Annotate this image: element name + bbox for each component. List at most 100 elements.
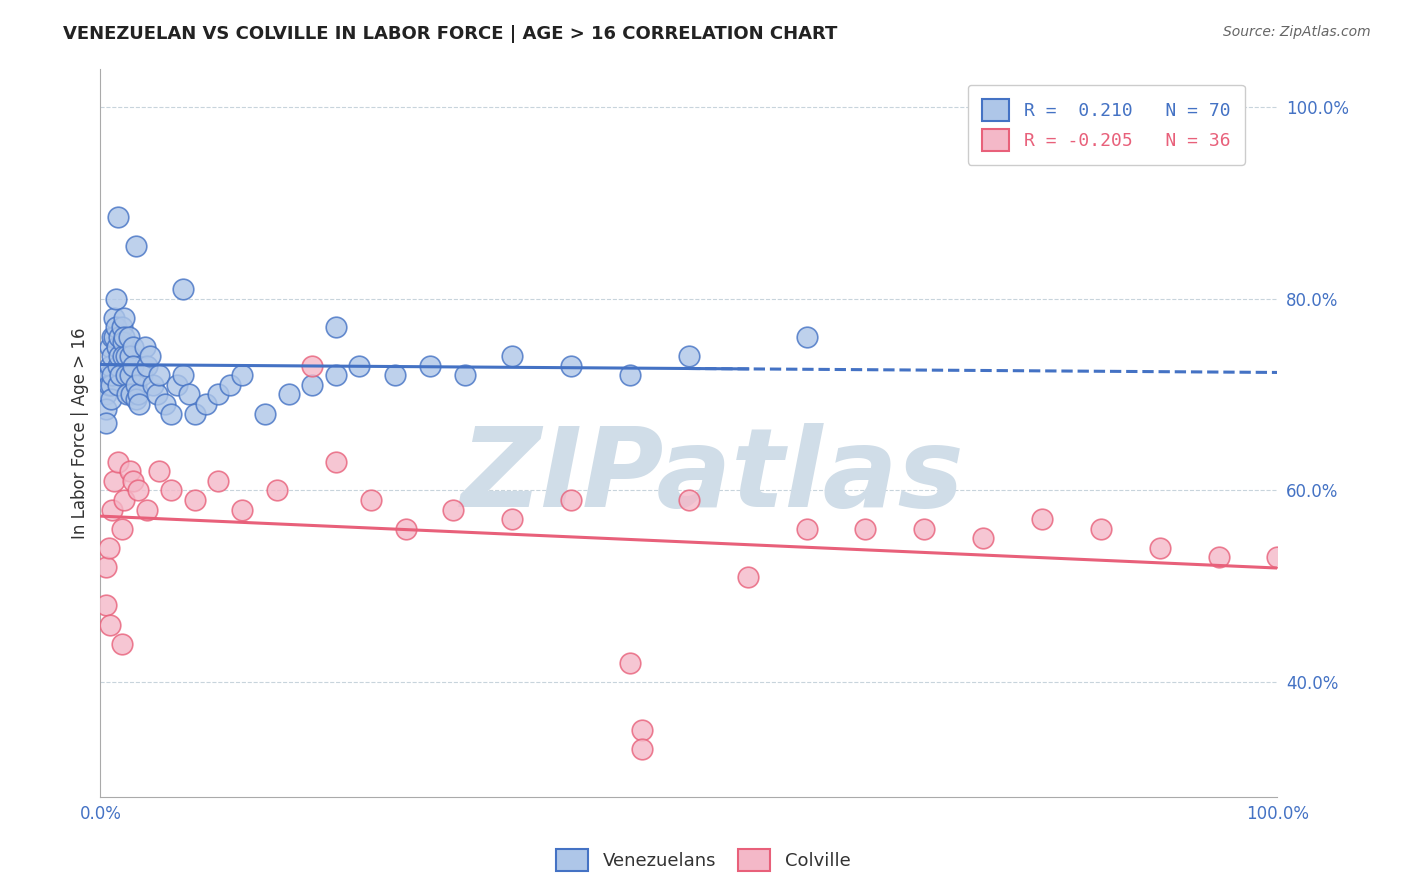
Point bbox=[122, 340, 145, 354]
Point bbox=[148, 368, 170, 383]
Point bbox=[443, 502, 465, 516]
Point bbox=[107, 454, 129, 468]
Point bbox=[630, 742, 652, 756]
Point bbox=[630, 723, 652, 737]
Point bbox=[111, 334, 134, 349]
Point bbox=[325, 454, 347, 468]
Point bbox=[97, 377, 120, 392]
Point bbox=[97, 368, 120, 383]
Point bbox=[124, 239, 146, 253]
Point bbox=[207, 474, 229, 488]
Point bbox=[678, 492, 700, 507]
Point bbox=[301, 377, 323, 392]
Point bbox=[127, 483, 149, 498]
Point bbox=[177, 387, 200, 401]
Point bbox=[103, 310, 125, 325]
Point bbox=[104, 320, 127, 334]
Point bbox=[110, 637, 132, 651]
Point bbox=[108, 349, 131, 363]
Point bbox=[1208, 550, 1230, 565]
Point bbox=[107, 377, 129, 392]
Point bbox=[231, 502, 253, 516]
Point bbox=[96, 401, 118, 416]
Legend: R =  0.210   N = 70, R = -0.205   N = 36: R = 0.210 N = 70, R = -0.205 N = 36 bbox=[967, 85, 1244, 165]
Point bbox=[104, 292, 127, 306]
Point bbox=[122, 474, 145, 488]
Point bbox=[183, 407, 205, 421]
Point bbox=[501, 512, 523, 526]
Point bbox=[1149, 541, 1171, 555]
Point bbox=[1090, 522, 1112, 536]
Point bbox=[172, 282, 194, 296]
Text: Source: ZipAtlas.com: Source: ZipAtlas.com bbox=[1223, 25, 1371, 39]
Text: ZIPatlas: ZIPatlas bbox=[461, 423, 965, 530]
Point bbox=[183, 492, 205, 507]
Point bbox=[301, 359, 323, 373]
Point bbox=[98, 340, 121, 354]
Point bbox=[110, 522, 132, 536]
Point bbox=[678, 349, 700, 363]
Point bbox=[172, 368, 194, 383]
Point bbox=[737, 569, 759, 583]
Point bbox=[127, 387, 149, 401]
Point bbox=[111, 349, 134, 363]
Point bbox=[120, 387, 142, 401]
Point bbox=[118, 368, 141, 383]
Point bbox=[454, 368, 477, 383]
Point bbox=[277, 387, 299, 401]
Point bbox=[101, 502, 124, 516]
Point bbox=[619, 368, 641, 383]
Point bbox=[560, 492, 582, 507]
Point bbox=[131, 368, 153, 383]
Point bbox=[384, 368, 406, 383]
Point bbox=[360, 492, 382, 507]
Point bbox=[160, 407, 183, 421]
Point bbox=[112, 310, 135, 325]
Point bbox=[153, 397, 176, 411]
Point bbox=[110, 320, 132, 334]
Point bbox=[207, 387, 229, 401]
Point bbox=[112, 330, 135, 344]
Point bbox=[139, 349, 162, 363]
Point bbox=[107, 210, 129, 224]
Y-axis label: In Labor Force | Age > 16: In Labor Force | Age > 16 bbox=[72, 327, 89, 539]
Point bbox=[118, 349, 141, 363]
Point bbox=[254, 407, 277, 421]
Point bbox=[96, 560, 118, 574]
Point bbox=[218, 377, 240, 392]
Point bbox=[419, 359, 441, 373]
Point bbox=[98, 617, 121, 632]
Point bbox=[101, 330, 124, 344]
Point bbox=[103, 330, 125, 344]
Point bbox=[112, 492, 135, 507]
Point bbox=[128, 397, 150, 411]
Point bbox=[108, 330, 131, 344]
Point bbox=[96, 599, 118, 613]
Point bbox=[146, 387, 169, 401]
Point bbox=[101, 349, 124, 363]
Point bbox=[1031, 512, 1053, 526]
Point bbox=[142, 377, 165, 392]
Point bbox=[325, 368, 347, 383]
Point bbox=[266, 483, 288, 498]
Point bbox=[118, 464, 141, 478]
Point bbox=[100, 377, 122, 392]
Point bbox=[96, 387, 118, 401]
Legend: Venezuelans, Colville: Venezuelans, Colville bbox=[548, 842, 858, 879]
Point bbox=[560, 359, 582, 373]
Point bbox=[97, 541, 120, 555]
Point bbox=[103, 474, 125, 488]
Point bbox=[96, 416, 118, 430]
Point bbox=[124, 377, 146, 392]
Point bbox=[972, 531, 994, 545]
Point bbox=[100, 392, 122, 407]
Point bbox=[115, 349, 138, 363]
Point bbox=[134, 340, 156, 354]
Point bbox=[122, 359, 145, 373]
Point bbox=[117, 330, 139, 344]
Point bbox=[107, 359, 129, 373]
Point bbox=[124, 392, 146, 407]
Point bbox=[395, 522, 418, 536]
Point bbox=[912, 522, 935, 536]
Point bbox=[110, 368, 132, 383]
